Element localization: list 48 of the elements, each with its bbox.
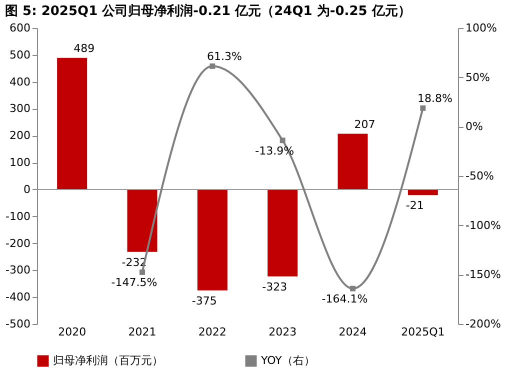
data-label: 18.8% bbox=[417, 92, 452, 106]
point bbox=[280, 138, 286, 144]
data-label: 61.3% bbox=[206, 50, 242, 64]
data-label: -21 bbox=[406, 199, 424, 212]
data-label: 207 bbox=[354, 118, 376, 131]
y-tick-label: -300 bbox=[6, 264, 30, 277]
x-tick-label: 2024 bbox=[338, 326, 367, 338]
data-label: 489 bbox=[74, 42, 95, 55]
y2-tick-label: -50% bbox=[466, 170, 494, 182]
point bbox=[140, 269, 145, 275]
y2-tick-label: -100% bbox=[466, 218, 501, 232]
x-tick-label: 2023 bbox=[268, 326, 297, 338]
data-label: -375 bbox=[192, 294, 217, 308]
y-tick-label: -100 bbox=[6, 210, 30, 223]
chart-title: 图 5: 2025Q1 公司归母净利润-0.21 亿元（24Q1 为-0.25 亿元） bbox=[5, 3, 411, 19]
y2-tick-label: 100% bbox=[466, 22, 497, 34]
legend-label: 归母净利润（百万元） bbox=[53, 354, 163, 367]
x-tick-label: 2021 bbox=[128, 326, 156, 338]
y2-tick-label: -150% bbox=[466, 268, 501, 282]
data-label: -147.5% bbox=[111, 276, 158, 290]
data-label: -164.1% bbox=[322, 292, 368, 306]
x-tick-label: 2020 bbox=[58, 326, 86, 338]
point bbox=[420, 105, 426, 111]
y-tick-label: 500 bbox=[10, 48, 30, 62]
y-tick-label: 0 bbox=[24, 182, 30, 196]
bar bbox=[268, 189, 298, 276]
y-tick-label: 100 bbox=[10, 156, 30, 170]
x-tick-label: 2025Q1 bbox=[401, 326, 445, 338]
y2-tick-label: 0% bbox=[466, 120, 483, 134]
data-label: -323 bbox=[262, 280, 288, 294]
bar bbox=[338, 134, 368, 190]
y-tick-label: -500 bbox=[6, 318, 30, 330]
x-tick-label: 2022 bbox=[198, 326, 226, 338]
point bbox=[350, 286, 356, 292]
bar bbox=[57, 58, 88, 190]
y-tick-label: 200 bbox=[10, 129, 30, 142]
y-tick-label: 300 bbox=[10, 102, 30, 116]
y-tick-label: 600 bbox=[10, 22, 30, 34]
y2-tick-label: -200% bbox=[466, 318, 501, 330]
y-tick-label: -400 bbox=[6, 290, 30, 304]
y-tick-label: 400 bbox=[10, 75, 30, 88]
bar bbox=[197, 189, 228, 290]
y2-tick-label: 50% bbox=[466, 70, 490, 84]
y-tick-label: -200 bbox=[6, 236, 30, 250]
point bbox=[210, 63, 216, 69]
legend-label: YOY（右） bbox=[260, 354, 315, 367]
data-label: -13.9% bbox=[255, 144, 294, 158]
bar bbox=[127, 189, 158, 252]
